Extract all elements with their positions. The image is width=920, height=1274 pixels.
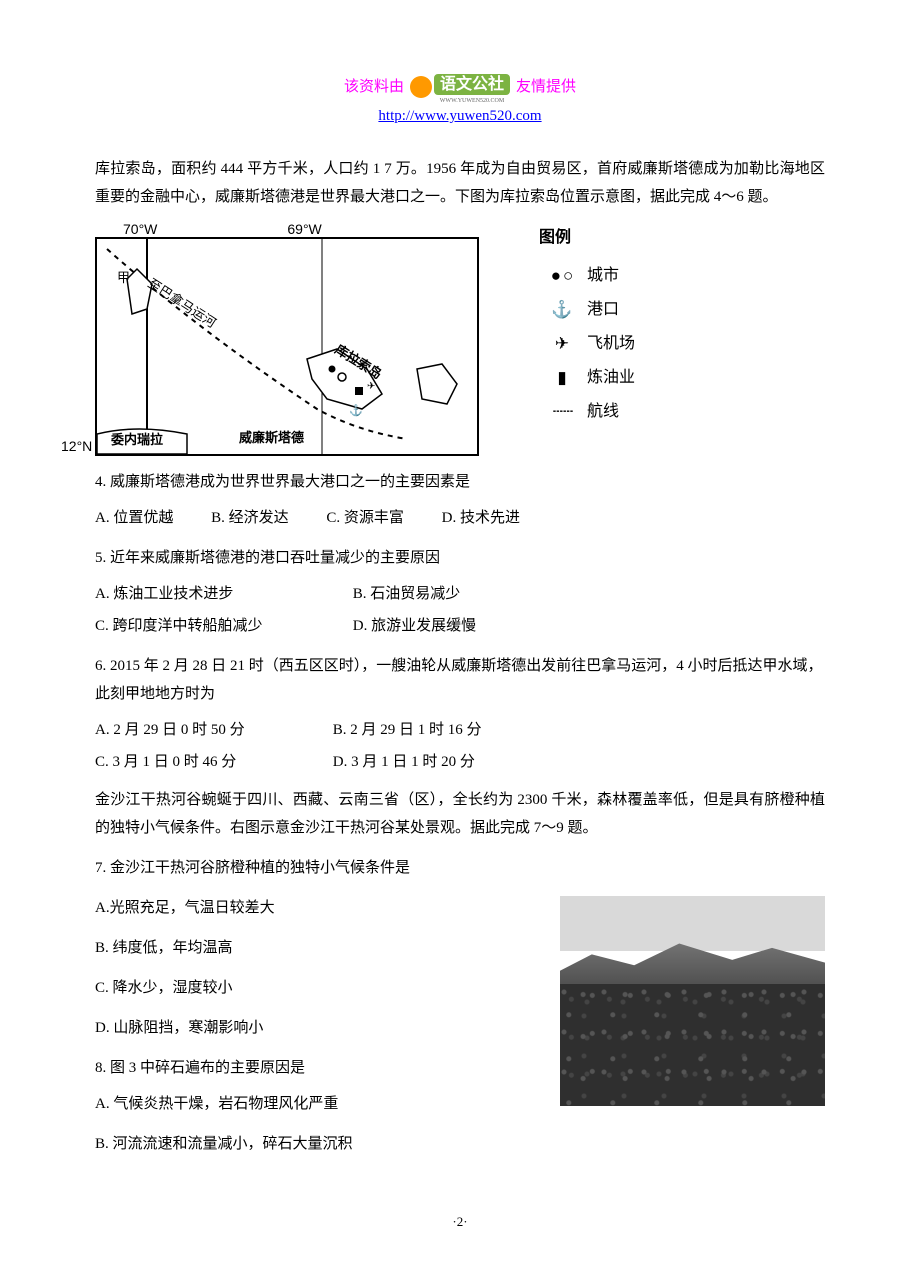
q8-opt-b: B. 河流流速和流量减小，碎石大量沉积 (95, 1130, 540, 1158)
q6-opt-b: B. 2 月 29 日 1 时 16 分 (333, 716, 482, 744)
map-legend: 图例 ●○ 城市 ⚓ 港口 ✈ 飞机场 ▮ 炼油业 ┄┄ (539, 221, 635, 429)
q7-opt-c: C. 降水少，湿度较小 (95, 974, 540, 1002)
lon-70w: 70°W (123, 221, 157, 237)
q8-opt-a: A. 气候炎热干燥，岩石物理风化严重 (95, 1090, 540, 1118)
page: 该资料由 语文公社 WWW.YUWEN520.COM 友情提供 http://w… (0, 0, 920, 1270)
lon-69w: 69°W (287, 221, 321, 237)
content: 库拉索岛，面积约 444 平方千米，人口约 1 7 万。1956 年成为自由贸易… (95, 155, 825, 1230)
q6-options: A. 2 月 29 日 0 时 50 分 B. 2 月 29 日 1 时 16 … (95, 716, 825, 776)
page-number-value: 2 (457, 1214, 464, 1229)
header-url[interactable]: http://www.yuwen520.com (95, 108, 825, 125)
q4-opt-c: C. 资源丰富 (326, 504, 404, 532)
legend-airport: ✈ 飞机场 (539, 327, 635, 361)
q8-options: A. 气候炎热干燥，岩石物理风化严重 B. 河流流速和流量减小，碎石大量沉积 (95, 1090, 540, 1158)
map-diagram: ⚓ ✈ 甲 至巴拿马运河 委内瑞拉 威廉斯塔德 库拉索岛 (95, 237, 479, 456)
svg-text:✈: ✈ (367, 381, 375, 392)
q5-opt-a: A. 炼油工业技术进步 (95, 580, 315, 608)
valley-photo (560, 896, 825, 1106)
q7-opt-d: D. 山脉阻挡，寒潮影响小 (95, 1014, 540, 1042)
question-6: 6. 2015 年 2 月 28 日 21 时（西五区区时），一艘油轮从威廉斯塔… (95, 652, 825, 708)
q4-options: A. 位置优越 B. 经济发达 C. 资源丰富 D. 技术先进 (95, 504, 825, 532)
photo-sky (560, 896, 825, 951)
legend-city: ●○ 城市 (539, 259, 635, 293)
legend-city-label: 城市 (587, 259, 619, 293)
legend-port-icon: ⚓ (539, 293, 587, 327)
q4-opt-a: A. 位置优越 (95, 504, 173, 532)
question-8: 8. 图 3 中碎石遍布的主要原因是 (95, 1054, 540, 1082)
question-4: 4. 威廉斯塔德港成为世界世界最大港口之一的主要因素是 (95, 468, 825, 496)
header-suffix: 友情提供 (516, 72, 576, 102)
legend-route-label: 航线 (587, 395, 619, 429)
map-row: 70°W 69°W (95, 221, 825, 454)
site-logo: 语文公社 WWW.YUWEN520.COM (410, 70, 510, 104)
q7-options: A.光照充足，气温日较差大 B. 纬度低，年均温高 C. 降水少，湿度较小 D.… (95, 894, 540, 1042)
q4-opt-b: B. 经济发达 (211, 504, 289, 532)
legend-airport-icon: ✈ (539, 327, 587, 361)
legend-port: ⚓ 港口 (539, 293, 635, 327)
header: 该资料由 语文公社 WWW.YUWEN520.COM 友情提供 http://w… (95, 70, 825, 125)
header-line-1: 该资料由 语文公社 WWW.YUWEN520.COM 友情提供 (95, 70, 825, 104)
legend-route: ┄┄ 航线 (539, 395, 635, 429)
q5-opt-c: C. 跨印度洋中转船舶减少 (95, 612, 315, 640)
header-prefix: 该资料由 (344, 72, 404, 102)
legend-title: 图例 (539, 221, 635, 255)
intro-paragraph-2: 金沙江干热河谷蜿蜒于四川、西藏、云南三省（区），全长约为 2300 千米，森林覆… (95, 786, 825, 842)
q7-opt-b: B. 纬度低，年均温高 (95, 934, 540, 962)
legend-city-icon: ●○ (539, 259, 587, 293)
photo-row: A.光照充足，气温日较差大 B. 纬度低，年均温高 C. 降水少，湿度较小 D.… (95, 890, 825, 1166)
q5-opt-d: D. 旅游业发展缓慢 (353, 612, 476, 640)
question-5: 5. 近年来威廉斯塔德港的港口吞吐量减少的主要原因 (95, 544, 825, 572)
q4-opt-d: D. 技术先进 (442, 504, 520, 532)
legend-airport-label: 飞机场 (587, 327, 635, 361)
legend-refinery: ▮ 炼油业 (539, 361, 635, 395)
q5-opt-b: B. 石油贸易减少 (353, 580, 461, 608)
q6-opt-c: C. 3 月 1 日 0 时 46 分 (95, 748, 295, 776)
q6-opt-a: A. 2 月 29 日 0 时 50 分 (95, 716, 295, 744)
photo-ground (560, 984, 825, 1106)
legend-route-icon: ┄┄ (539, 395, 587, 429)
logo-text: 语文公社 (434, 74, 510, 95)
svg-text:⚓: ⚓ (349, 404, 363, 417)
intro-paragraph-1: 库拉索岛，面积约 444 平方千米，人口约 1 7 万。1956 年成为自由贸易… (95, 155, 825, 211)
legend-port-label: 港口 (587, 293, 619, 327)
legend-refinery-label: 炼油业 (587, 361, 635, 395)
logo-badge-icon (410, 76, 432, 98)
legend-refinery-icon: ▮ (539, 361, 587, 395)
map-label-venezuela: 委内瑞拉 (111, 429, 163, 448)
q7-opt-a: A.光照充足，气温日较差大 (95, 894, 540, 922)
map-svg: ⚓ ✈ (97, 239, 477, 454)
logo-subtext: WWW.YUWEN520.COM (434, 98, 510, 104)
map-label-jia: 甲 (117, 267, 130, 286)
map-label-willemstad: 威廉斯塔德 (239, 427, 304, 446)
q5-options: A. 炼油工业技术进步 B. 石油贸易减少 C. 跨印度洋中转船舶减少 D. 旅… (95, 580, 825, 640)
page-number: ·2· (95, 1214, 825, 1230)
question-7: 7. 金沙江干热河谷脐橙种植的独特小气候条件是 (95, 854, 825, 882)
q7-q8-left: A.光照充足，气温日较差大 B. 纬度低，年均温高 C. 降水少，湿度较小 D.… (95, 890, 540, 1166)
q6-opt-d: D. 3 月 1 日 1 时 20 分 (333, 748, 475, 776)
